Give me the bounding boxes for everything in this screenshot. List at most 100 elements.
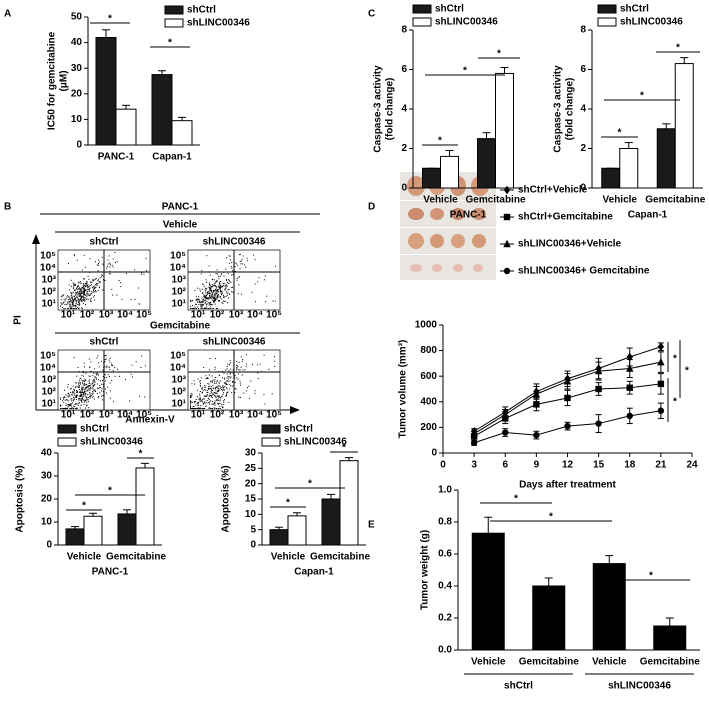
flow-dot xyxy=(129,400,131,402)
flow-dot xyxy=(223,295,225,297)
flow-dot xyxy=(83,391,85,393)
flow-dot xyxy=(96,387,98,389)
flow-dot xyxy=(220,274,222,276)
flow-dot xyxy=(216,290,218,292)
flow-dot xyxy=(198,401,200,403)
y-tick-label: 200 xyxy=(420,422,437,433)
flow-dot xyxy=(224,378,226,380)
flow-dot xyxy=(194,303,196,305)
flow-dot xyxy=(208,289,210,291)
flow-dot xyxy=(207,398,209,400)
flow-dot xyxy=(80,288,82,290)
flow-dot xyxy=(83,399,85,401)
flow-dot xyxy=(92,381,94,383)
flow-dot xyxy=(236,365,238,367)
flow-dot xyxy=(80,399,82,401)
flow-dot xyxy=(229,280,231,282)
flow-dot xyxy=(212,297,214,299)
flow-dot xyxy=(202,299,204,301)
flow-dot xyxy=(219,275,221,277)
flow-dot xyxy=(193,408,195,409)
flow-dot xyxy=(223,296,225,298)
flow-dot xyxy=(220,286,222,288)
flow-dot xyxy=(92,388,94,390)
flow-dot xyxy=(65,394,67,396)
flow-dot xyxy=(83,366,85,368)
flow-dot xyxy=(93,368,95,370)
flow-dot xyxy=(77,293,79,295)
legend-label: shLINC00346 xyxy=(435,17,498,28)
flow-dot xyxy=(212,298,214,300)
flow-dot xyxy=(222,390,224,392)
legend-label: shLINC00346 xyxy=(187,18,250,29)
flow-dot xyxy=(218,399,220,401)
flow-dot xyxy=(199,390,201,392)
flow-dot xyxy=(216,298,218,300)
flow-dot xyxy=(209,394,211,396)
flow-dot xyxy=(100,380,102,382)
flow-dot xyxy=(205,395,207,397)
flow-dot xyxy=(81,401,83,403)
flow-dot xyxy=(236,360,238,362)
flow-dot xyxy=(134,298,136,300)
flow-dot xyxy=(190,308,191,309)
flow-dot xyxy=(211,286,213,288)
flow-dot xyxy=(245,365,247,367)
flow-dot xyxy=(210,298,212,300)
flow-dot xyxy=(78,281,80,283)
flow-dot xyxy=(209,302,211,304)
flow-dot xyxy=(83,404,85,406)
flow-dot xyxy=(225,387,227,389)
flow-dot xyxy=(76,308,78,309)
flow-dot xyxy=(224,386,226,388)
flow-dot xyxy=(264,403,266,405)
flow-dot xyxy=(89,258,91,260)
x-tick-label: Gemcitabine xyxy=(645,195,705,206)
flow-dot xyxy=(207,394,209,396)
flow-dot xyxy=(192,304,194,306)
flow-dot xyxy=(215,308,217,309)
flow-dot xyxy=(196,299,198,301)
flow-dot xyxy=(96,357,98,359)
flow-dot xyxy=(204,302,206,304)
flow-dot xyxy=(64,396,66,398)
flow-dot xyxy=(211,408,213,409)
flow-dot xyxy=(215,393,217,395)
flow-dot xyxy=(80,281,82,283)
flow-dot xyxy=(204,386,206,388)
flow-dot xyxy=(87,398,89,400)
y-tick-label: 20 xyxy=(71,88,83,99)
flow-dot xyxy=(98,261,100,263)
flow-dot xyxy=(80,398,82,400)
bar xyxy=(656,128,676,189)
flow-dot xyxy=(226,392,228,394)
flow-dot xyxy=(198,408,200,409)
flow-dot xyxy=(69,408,71,409)
flow-dot xyxy=(110,363,112,365)
flow-dot xyxy=(76,285,78,287)
flow-dot xyxy=(94,389,96,391)
flow-dot xyxy=(212,299,214,301)
flow-dot xyxy=(220,397,222,399)
flow-dot xyxy=(202,402,204,404)
flow-dot xyxy=(239,369,241,371)
flow-dot xyxy=(75,386,77,388)
bar xyxy=(471,532,505,651)
flow-dot xyxy=(203,296,205,298)
flow-dot xyxy=(211,304,213,306)
flow-dot xyxy=(211,293,213,295)
flow-dot xyxy=(215,285,217,287)
flow-dot xyxy=(70,405,72,407)
flow-dot xyxy=(138,395,140,397)
y-axis-label: Caspase-3 activity xyxy=(553,65,564,153)
flow-dot xyxy=(72,304,74,306)
y-axis-label: IC50 for gemcitabine xyxy=(47,31,58,130)
flow-dot xyxy=(73,300,75,302)
flow-dot xyxy=(94,377,96,379)
group-label: shLINC00346 xyxy=(608,681,671,692)
flow-dot xyxy=(77,404,79,406)
y-axis-label: (μM) xyxy=(59,70,70,91)
flow-dot xyxy=(213,295,215,297)
flow-dot xyxy=(208,297,210,299)
flow-dot xyxy=(84,266,86,268)
